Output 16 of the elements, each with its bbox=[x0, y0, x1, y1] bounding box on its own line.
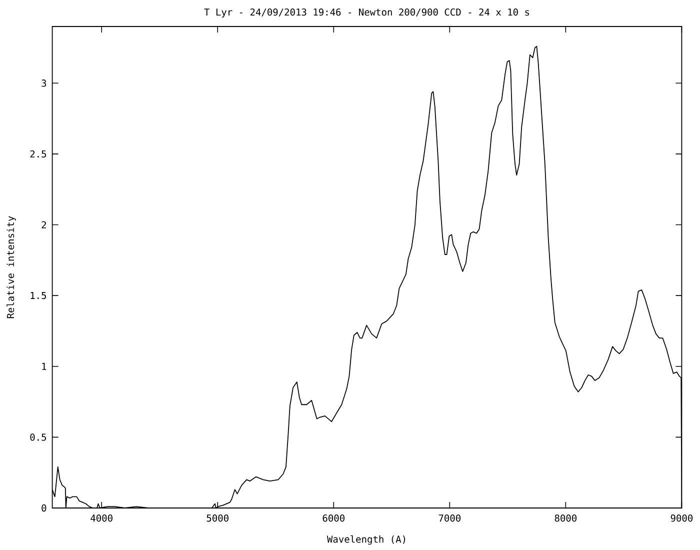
y-tick-label: 0 bbox=[42, 504, 46, 512]
x-tick-label: 5000 bbox=[206, 514, 228, 522]
x-tick-label: 9000 bbox=[670, 514, 693, 522]
y-tick-label: 2.5 bbox=[30, 150, 46, 158]
x-tick-label: 8000 bbox=[554, 514, 577, 522]
x-tick-label: 7000 bbox=[438, 514, 460, 522]
y-tick-label: 0.5 bbox=[30, 434, 46, 441]
x-tick-label: 4000 bbox=[90, 514, 112, 522]
chart-title: T Lyr - 24/09/2013 19:46 - Newton 200/900 CCD - 24 x 10 s bbox=[204, 8, 530, 18]
x-axis-title: Wavelength (A) bbox=[326, 535, 406, 545]
y-tick-label: 2 bbox=[42, 221, 46, 228]
y-tick-label: 1.5 bbox=[30, 292, 46, 300]
x-tick-label: 6000 bbox=[322, 514, 344, 522]
y-axis-title: Relative intensity bbox=[6, 216, 16, 318]
y-tick-label: 1 bbox=[42, 362, 46, 370]
y-tick-label: 3 bbox=[42, 80, 46, 87]
